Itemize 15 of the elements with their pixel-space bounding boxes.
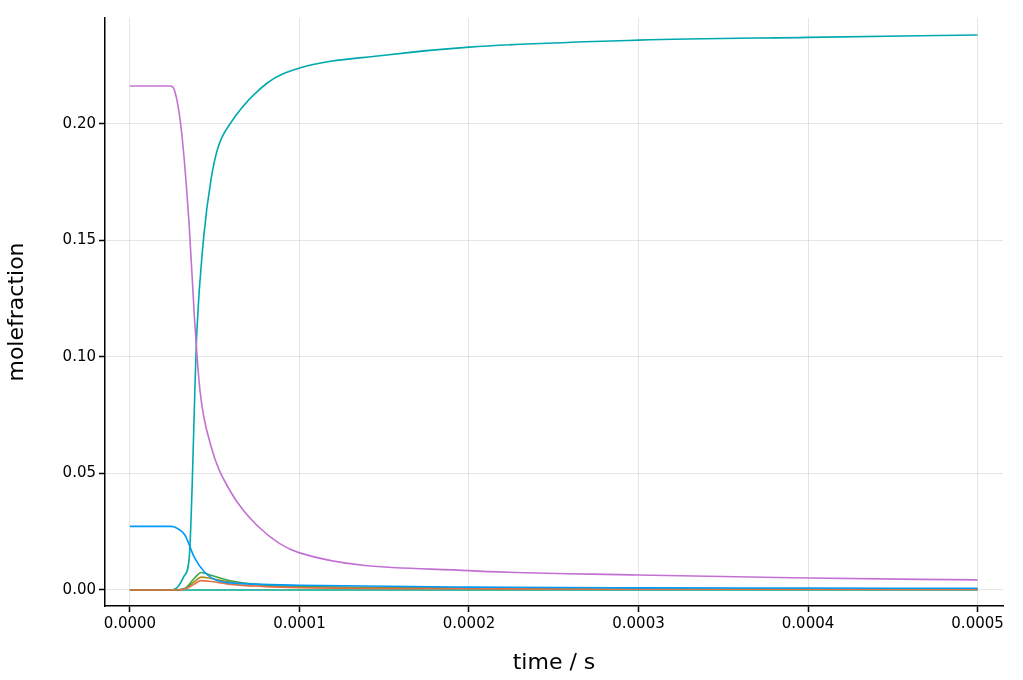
y-tick-label: 0.00 (62, 579, 96, 598)
y-tick-label: 0.15 (62, 230, 96, 249)
x-tick-label: 0.0002 (442, 613, 496, 632)
y-tick-label: 0.10 (62, 346, 96, 365)
x-axis-title: time / s (512, 648, 596, 674)
y-tick-label: 0.05 (62, 463, 96, 482)
x-tick-label: 0.0003 (612, 613, 665, 632)
x-tick-label: 0.0005 (951, 613, 1004, 632)
line-series (129, 579, 979, 591)
y-axis-title: molefraction (2, 242, 28, 382)
x-tick-label: 0.0000 (103, 613, 157, 632)
y-tick-label: 0.20 (62, 113, 96, 132)
x-tick-label: 0.0001 (273, 613, 326, 632)
line-series (129, 525, 979, 590)
x-tick-label: 0.0004 (781, 613, 835, 632)
